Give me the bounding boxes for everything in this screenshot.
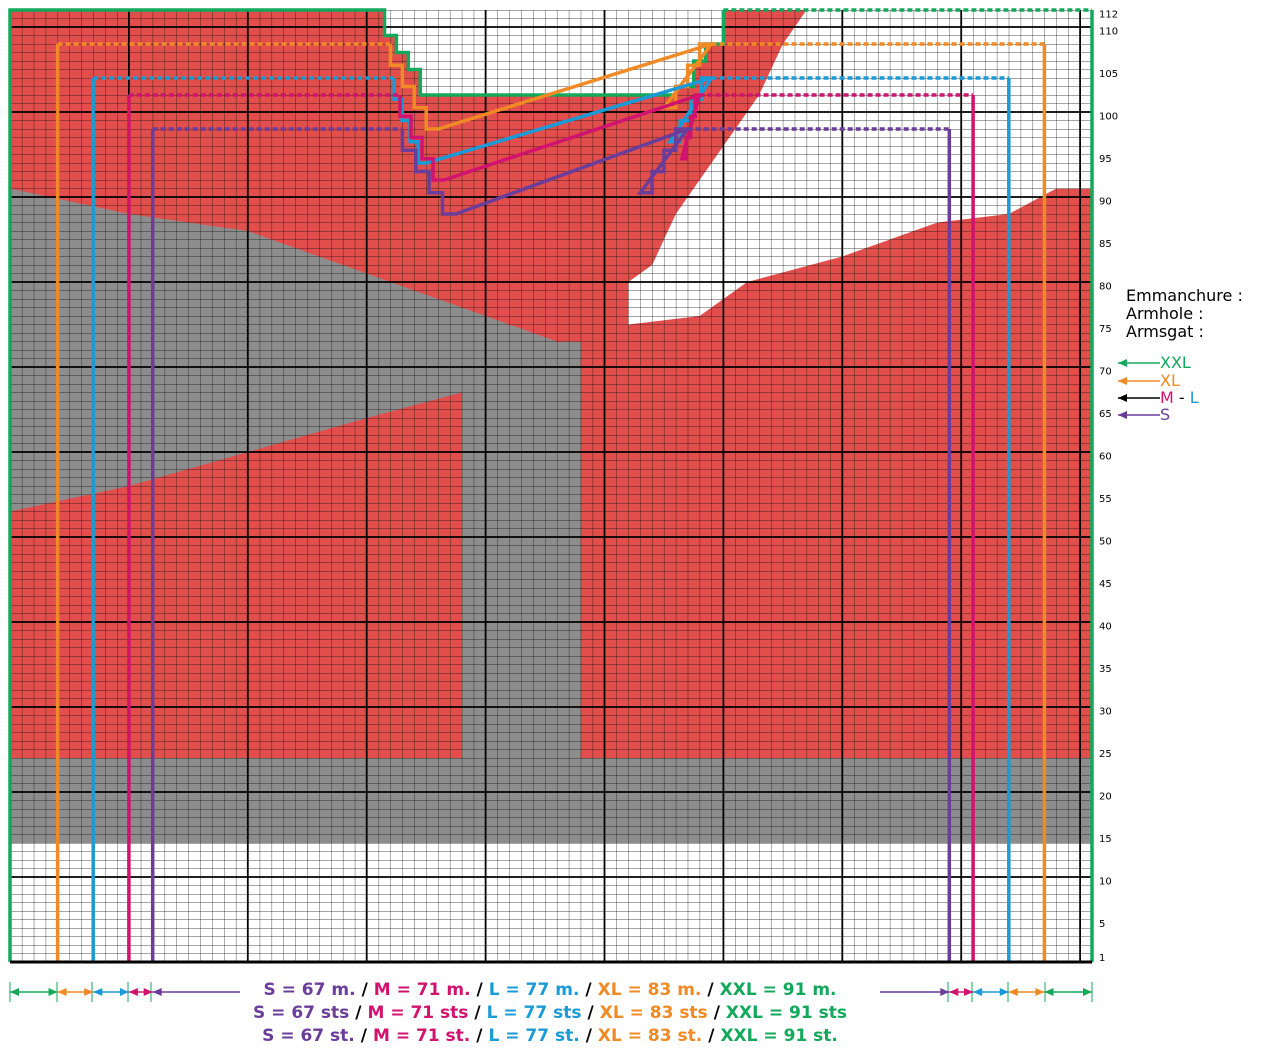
arrow-head <box>940 988 950 996</box>
row-number: 65 <box>1099 409 1112 420</box>
arrow-head <box>999 988 1009 996</box>
separator: / <box>355 1003 362 1023</box>
size-label: XL <box>1160 371 1180 390</box>
count: XL = 83 sts <box>599 1003 708 1023</box>
size-label: L <box>1189 388 1199 407</box>
row-number: 50 <box>1099 536 1112 547</box>
separator: / <box>707 980 714 1000</box>
dash: - <box>1178 388 1185 407</box>
size-label: S <box>1160 405 1171 424</box>
arrow-head <box>1083 988 1092 996</box>
arrow-head <box>964 988 974 996</box>
arrow-head <box>128 988 138 996</box>
arrow-head <box>119 988 129 996</box>
row-number: 85 <box>1099 239 1112 250</box>
label: Emmanchure : <box>1126 286 1243 305</box>
row-number: 100 <box>1099 111 1118 122</box>
row-number: 90 <box>1099 196 1112 207</box>
count: XL = 83 st. <box>597 1026 703 1046</box>
separator: / <box>587 1003 594 1023</box>
separator: / <box>474 1003 481 1023</box>
row-number: 20 <box>1099 791 1112 802</box>
count-line: S = 67 sts / M = 71 sts / L = 77 sts / XL = 83… <box>0 1003 1100 1023</box>
arrow-head <box>1118 377 1127 385</box>
row-number: 35 <box>1099 664 1112 675</box>
count-line: S = 67 st. / M = 71 st. / L = 77 st. / XL = 83… <box>0 1026 1100 1046</box>
label: Armhole : <box>1126 304 1204 323</box>
row-number: 1 <box>1099 953 1105 964</box>
row-number: 55 <box>1099 494 1112 505</box>
count: S = 67 m. <box>263 980 356 1000</box>
row-number: 30 <box>1099 706 1112 717</box>
count: S = 67 st. <box>262 1026 355 1046</box>
row-number: 95 <box>1099 154 1112 165</box>
separator: / <box>476 980 483 1000</box>
count: XXL = 91 sts <box>725 1003 847 1023</box>
arrow-head <box>1008 988 1018 996</box>
arrow-head <box>1035 988 1045 996</box>
count: XL = 83 m. <box>597 980 702 1000</box>
arrow-head <box>949 988 959 996</box>
row-number: 60 <box>1099 451 1112 462</box>
row-number: 45 <box>1099 579 1112 590</box>
count: S = 67 sts <box>253 1003 350 1023</box>
count: XXL = 91 m. <box>719 980 837 1000</box>
separator: / <box>360 1026 367 1046</box>
arrow-head <box>93 988 103 996</box>
separator: / <box>476 1026 483 1046</box>
row-number: 70 <box>1099 366 1112 377</box>
arrow-head <box>1044 988 1054 996</box>
arrow-head <box>973 988 983 996</box>
label: Armsgat : <box>1126 322 1204 341</box>
arrow-head <box>1118 394 1127 402</box>
size-label: M - L <box>1160 390 1199 406</box>
count: L = 77 m. <box>488 980 580 1000</box>
separator: / <box>585 1026 592 1046</box>
row-number: 5 <box>1099 919 1105 930</box>
arrow-head <box>1118 359 1127 367</box>
count: XXL = 91 st. <box>720 1026 838 1046</box>
count: L = 77 st. <box>488 1026 580 1046</box>
separator: / <box>708 1026 715 1046</box>
size-label: M <box>1160 388 1174 407</box>
arrow-head <box>84 988 94 996</box>
arrow-head <box>57 988 67 996</box>
size-outline <box>400 127 690 216</box>
arrow-head <box>152 988 162 996</box>
size-label: XXL <box>1160 353 1191 372</box>
separator: / <box>361 980 368 1000</box>
arrow-head <box>48 988 58 996</box>
row-number: 75 <box>1099 324 1112 335</box>
row-number: 112 <box>1099 9 1118 20</box>
grid <box>10 10 1092 962</box>
separator: / <box>585 980 592 1000</box>
count-line: S = 67 m. / M = 71 m. / L = 77 m. / XL = 83 m.… <box>0 980 1100 1000</box>
arrow-head <box>143 988 153 996</box>
separator: / <box>713 1003 720 1023</box>
size-outline <box>398 93 702 182</box>
row-number: 110 <box>1099 26 1118 37</box>
count: M = 71 st. <box>372 1026 471 1046</box>
row-number: 25 <box>1099 749 1112 760</box>
row-number: 80 <box>1099 281 1112 292</box>
arrow-head <box>10 988 19 996</box>
row-number: 10 <box>1099 876 1112 887</box>
count: L = 77 sts <box>486 1003 582 1023</box>
arrow-head <box>1118 411 1127 419</box>
row-number: 15 <box>1099 834 1112 845</box>
row-number: 105 <box>1099 69 1118 80</box>
row-number: 40 <box>1099 621 1112 632</box>
count: M = 71 m. <box>373 980 471 1000</box>
count: M = 71 sts <box>367 1003 469 1023</box>
xxl-outline <box>8 8 726 962</box>
